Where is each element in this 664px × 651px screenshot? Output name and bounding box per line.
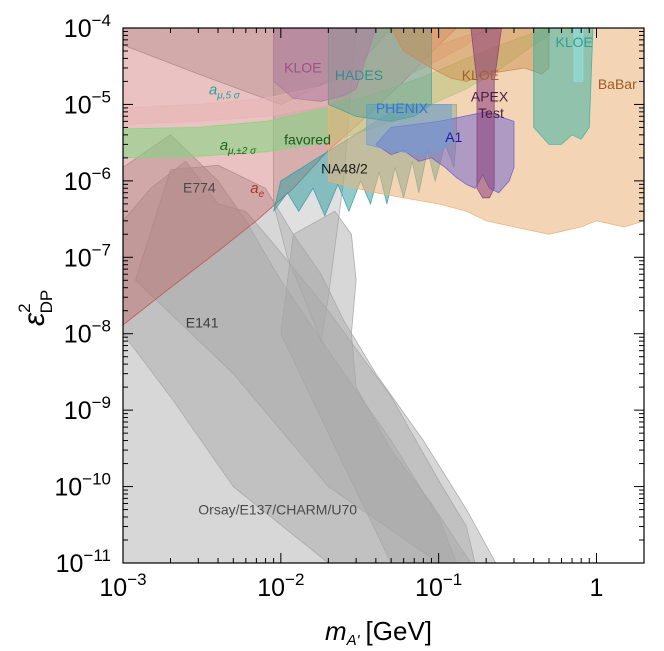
label-na48-2: NA48/2 xyxy=(321,160,368,176)
y-axis-title-main: ε xyxy=(18,312,51,326)
label-babar: BaBar xyxy=(598,76,637,92)
region-kloe-band xyxy=(573,28,584,82)
y-tick-label: 10−10 xyxy=(54,470,111,502)
label-kloe: KLOE xyxy=(556,34,593,50)
region-phenix xyxy=(366,104,452,156)
plot-frame xyxy=(122,27,645,564)
label-a1: A1 xyxy=(445,129,462,145)
y-axis-title-sup: 2 xyxy=(15,303,34,312)
label-e774: E774 xyxy=(183,180,216,196)
x-tick-label: 10−1 xyxy=(415,570,462,602)
y-tick-label: 10−6 xyxy=(64,164,111,196)
x-tick-label: 1 xyxy=(590,574,604,602)
label-kloe: KLOE xyxy=(284,60,321,76)
y-axis-title-sub: DP xyxy=(37,290,56,314)
ticks-layer: 10−3 10−2 10−1 110−410−510−610−710−810−910−… xyxy=(54,11,645,602)
y-tick-label: 10−8 xyxy=(64,317,111,349)
label-orsay-e137-charm-u70: Orsay/E137/CHARM/U70 xyxy=(198,502,357,518)
y-axis-title: ε2 DP xyxy=(15,290,56,326)
x-axis-title: mA' [GeV] xyxy=(325,616,432,649)
label-test: Test xyxy=(478,105,504,121)
label-a-2: aμ,±2 σ xyxy=(220,137,257,157)
label-a-e: ae xyxy=(250,180,264,200)
x-tick-label: 10−3 xyxy=(99,570,146,602)
label-favored: favored xyxy=(284,131,331,147)
x-tick-label: 10−2 xyxy=(257,570,304,602)
x-axis-title-unit: [GeV] xyxy=(366,616,432,646)
label-kloe: KLOE xyxy=(462,67,499,83)
y-tick-label: 10−7 xyxy=(64,240,111,272)
x-axis-title-sub: A' xyxy=(346,632,361,649)
region-orsay-e137-charm-u70 xyxy=(123,160,476,563)
label-phenix: PHENIX xyxy=(376,100,429,116)
label-hades: HADES xyxy=(335,67,383,83)
region-apex-test xyxy=(470,28,502,199)
y-tick-label: 10−4 xyxy=(64,11,111,43)
regions-layer xyxy=(123,28,644,563)
label-e141: E141 xyxy=(186,315,219,331)
y-tick-label: 10−5 xyxy=(64,87,111,119)
x-axis-title-main: m xyxy=(325,616,347,646)
label-apex: APEX xyxy=(471,88,509,104)
label-a-5: aμ,5 σ xyxy=(209,81,241,101)
y-tick-label: 10−9 xyxy=(64,393,111,425)
region-e774 xyxy=(135,164,497,563)
region-kloe-low xyxy=(273,28,377,102)
y-tick-label: 10−11 xyxy=(56,546,111,578)
